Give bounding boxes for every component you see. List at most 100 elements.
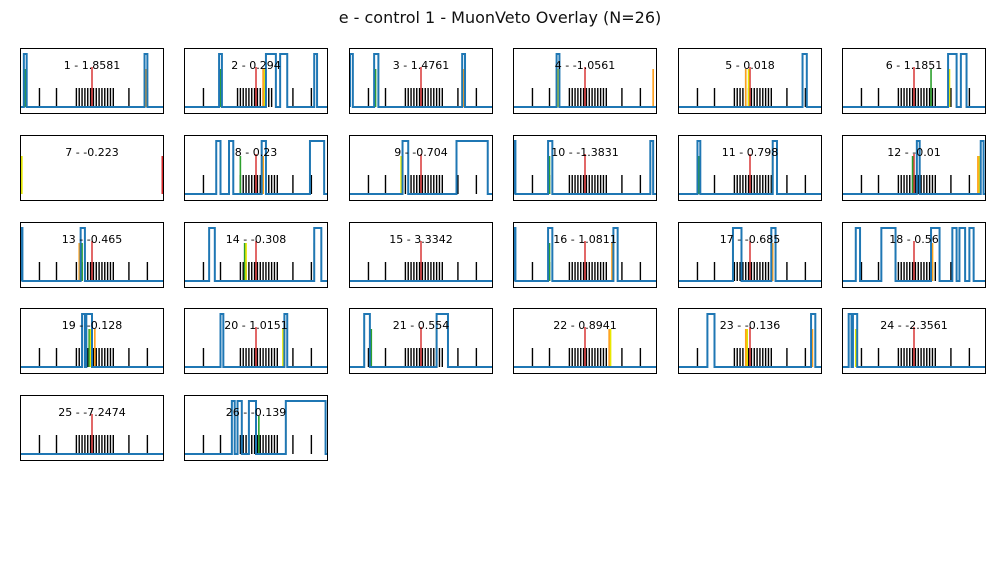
panel-label: 12 - -0.01 xyxy=(887,146,941,159)
panel-label: 20 - 1.0151 xyxy=(224,319,288,332)
subplot-panel: 16 - 1.0811 xyxy=(513,222,657,288)
subplot-svg xyxy=(21,414,163,455)
signal-trace xyxy=(185,227,327,282)
subplot-svg xyxy=(185,53,327,108)
panel-label: 8 - 0.23 xyxy=(234,146,278,159)
panel-label: 2 - 0.294 xyxy=(231,59,281,72)
subplot-svg xyxy=(679,227,821,282)
panel-label: 17 - -0.685 xyxy=(719,233,781,246)
subplot-panel: 2 - 0.294 xyxy=(184,48,328,114)
subplot-panel: 17 - -0.685 xyxy=(678,222,822,288)
signal-trace xyxy=(21,53,163,108)
signal-trace xyxy=(514,53,656,108)
subplot-svg xyxy=(843,53,985,108)
subplot-panel: 1 - 1.8581 xyxy=(20,48,164,114)
subplot-svg xyxy=(679,140,821,195)
signal-trace xyxy=(350,313,492,368)
subplot-svg xyxy=(350,140,492,195)
signal-trace xyxy=(843,313,985,368)
subplot-panel: 18 - 0.56 xyxy=(842,222,986,288)
panel-label: 9 - -0.704 xyxy=(394,146,448,159)
subplot-svg xyxy=(514,227,656,282)
subplot-svg xyxy=(185,140,327,195)
signal-trace xyxy=(185,140,327,195)
panel-label: 11 - 0.798 xyxy=(721,146,779,159)
subplot-svg xyxy=(514,53,656,108)
subplot-svg xyxy=(679,53,821,108)
signal-trace xyxy=(514,140,656,195)
subplot-panel: 21 - 0.554 xyxy=(349,308,493,374)
signal-trace xyxy=(679,53,821,108)
panel-label: 13 - -0.465 xyxy=(61,233,123,246)
panel-label: 21 - 0.554 xyxy=(392,319,450,332)
panel-label: 25 - -7.2474 xyxy=(58,406,126,419)
panel-label: 5 - 0.018 xyxy=(725,59,775,72)
subplot-panel: 19 - -0.128 xyxy=(20,308,164,374)
panel-label: 16 - 1.0811 xyxy=(553,233,617,246)
signal-trace xyxy=(843,227,985,282)
signal-trace xyxy=(21,227,163,282)
panel-label: 26 - -0.139 xyxy=(225,406,287,419)
subplot-panel: 13 - -0.465 xyxy=(20,222,164,288)
panel-label: 19 - -0.128 xyxy=(61,319,123,332)
panel-label: 14 - -0.308 xyxy=(225,233,287,246)
subplot-panel: 7 - -0.223 xyxy=(20,135,164,201)
signal-trace xyxy=(21,313,163,368)
subplot-svg xyxy=(514,327,656,368)
subplot-svg xyxy=(185,313,327,368)
signal-trace xyxy=(185,53,327,108)
figure-title: e - control 1 - MuonVeto Overlay (N=26) xyxy=(338,8,662,27)
signal-trace xyxy=(843,140,985,195)
subplot-svg xyxy=(679,313,821,368)
subplot-panel: 9 - -0.704 xyxy=(349,135,493,201)
signal-trace xyxy=(679,313,821,368)
subplot-svg xyxy=(843,227,985,282)
panel-label: 1 - 1.8581 xyxy=(63,59,121,72)
subplot-panel: 15 - 3.3342 xyxy=(349,222,493,288)
subplot-svg xyxy=(185,227,327,282)
subplot-panel: 3 - 1.4761 xyxy=(349,48,493,114)
panel-label: 7 - -0.223 xyxy=(65,146,119,159)
signal-trace xyxy=(350,140,492,195)
signal-trace xyxy=(185,313,327,368)
subplot-panel: 24 - -2.3561 xyxy=(842,308,986,374)
subplot-svg xyxy=(21,313,163,368)
subplot-svg xyxy=(843,313,985,368)
panel-label: 15 - 3.3342 xyxy=(389,233,453,246)
subplot-panel: 6 - 1.1851 xyxy=(842,48,986,114)
panel-label: 4 - -1.0561 xyxy=(554,59,616,72)
panel-label: 22 - 0.8941 xyxy=(553,319,617,332)
panel-label: 18 - 0.56 xyxy=(889,233,939,246)
panel-label: 10 - -1.3831 xyxy=(551,146,619,159)
subplot-panel: 22 - 0.8941 xyxy=(513,308,657,374)
signal-trace xyxy=(350,53,492,108)
subplot-panel: 4 - -1.0561 xyxy=(513,48,657,114)
subplot-svg xyxy=(350,53,492,108)
subplot-panel: 5 - 0.018 xyxy=(678,48,822,114)
panel-label: 3 - 1.4761 xyxy=(392,59,450,72)
signal-trace xyxy=(514,227,656,282)
panel-label: 23 - -0.136 xyxy=(719,319,781,332)
subplot-panel: 26 - -0.139 xyxy=(184,395,328,461)
signal-trace xyxy=(679,140,821,195)
subplot-panel: 10 - -1.3831 xyxy=(513,135,657,201)
subplot-svg xyxy=(350,313,492,368)
subplot-svg xyxy=(843,140,985,195)
subplot-panel: 11 - 0.798 xyxy=(678,135,822,201)
subplot-svg xyxy=(350,241,492,282)
subplot-panel: 14 - -0.308 xyxy=(184,222,328,288)
signal-trace xyxy=(679,227,821,282)
subplot-panel: 12 - -0.01 xyxy=(842,135,986,201)
subplot-panel: 20 - 1.0151 xyxy=(184,308,328,374)
panel-label: 24 - -2.3561 xyxy=(880,319,948,332)
subplot-panel: 25 - -7.2474 xyxy=(20,395,164,461)
subplot-panel: 23 - -0.136 xyxy=(678,308,822,374)
subplot-panel: 8 - 0.23 xyxy=(184,135,328,201)
subplot-svg xyxy=(21,53,163,108)
subplot-svg xyxy=(514,140,656,195)
subplot-svg xyxy=(21,227,163,282)
subplot-svg xyxy=(21,156,163,194)
subplot-svg xyxy=(185,400,327,455)
panel-label: 6 - 1.1851 xyxy=(885,59,943,72)
